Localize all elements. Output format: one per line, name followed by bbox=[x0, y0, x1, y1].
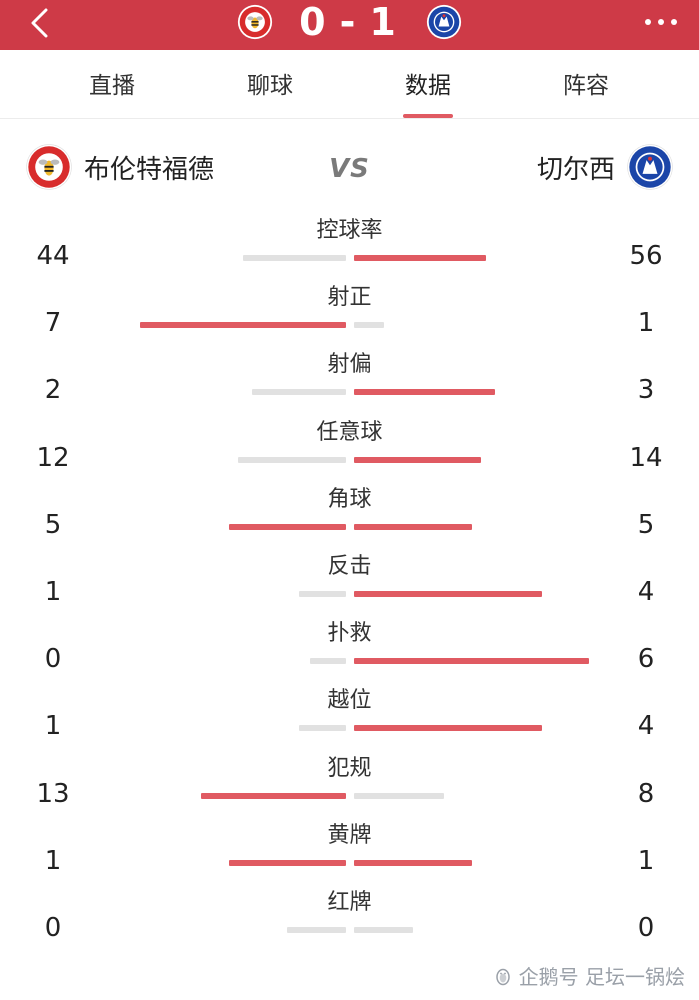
stat-label: 任意球 bbox=[316, 419, 383, 445]
away-stat-value: 8 bbox=[637, 778, 655, 809]
tab-stats[interactable]: 数据 bbox=[368, 52, 488, 118]
tab-label: 数据 bbox=[405, 73, 451, 99]
stat-label: 控球率 bbox=[316, 218, 383, 243]
stat-label: 射偏 bbox=[327, 352, 372, 378]
tab-chat[interactable]: 聊球 bbox=[210, 52, 330, 118]
penguin-icon bbox=[495, 968, 510, 985]
home-stat-bar bbox=[200, 792, 346, 799]
away-stat-value: 1 bbox=[637, 308, 655, 339]
tab-label: 阵容 bbox=[563, 73, 609, 99]
away-stat-value: 0 bbox=[637, 913, 655, 943]
vs-label: VS bbox=[329, 154, 370, 184]
home-stat-value: 0 bbox=[44, 913, 62, 943]
away-stat-bar bbox=[354, 658, 589, 665]
stat-label: 角球 bbox=[327, 486, 372, 512]
tab-live[interactable]: 直播 bbox=[52, 52, 172, 118]
chelsea-logo bbox=[426, 4, 461, 40]
stat-label: 扑救 bbox=[327, 621, 372, 647]
away-stat-bar bbox=[354, 255, 486, 261]
home-team-name: 布伦特福德 bbox=[84, 154, 215, 185]
watermark: 企鹅号 足坛一锅烩 bbox=[493, 961, 685, 990]
stat-row: 越位 1 4 bbox=[0, 688, 699, 754]
stat-label: 红牌 bbox=[327, 890, 372, 915]
away-stat-value: 4 bbox=[637, 711, 655, 742]
home-stat-value: 1 bbox=[44, 845, 62, 876]
away-stat-value: 56 bbox=[629, 241, 663, 271]
home-stat-value: 7 bbox=[44, 308, 62, 339]
away-stat-bar bbox=[354, 456, 481, 463]
away-stat-value: 6 bbox=[637, 644, 655, 675]
away-team-name: 切尔西 bbox=[536, 154, 615, 185]
stat-row: 角球 5 5 bbox=[0, 487, 699, 553]
away-team: 切尔西 bbox=[525, 144, 673, 190]
score-text: 0-1 bbox=[299, 0, 400, 44]
home-team: 布伦特福德 bbox=[26, 144, 226, 190]
tab-bar: 直播 聊球 数据 阵容 bbox=[0, 52, 699, 119]
home-stat-bar bbox=[140, 322, 346, 329]
stat-label: 反击 bbox=[327, 554, 372, 579]
home-stat-bar bbox=[237, 456, 346, 463]
home-stat-value: 0 bbox=[44, 644, 62, 675]
tab-label: 直播 bbox=[89, 73, 135, 99]
home-stat-bar bbox=[299, 591, 346, 597]
tab-lineup[interactable]: 阵容 bbox=[526, 52, 646, 118]
chelsea-logo bbox=[627, 144, 673, 190]
stat-row: 射正 7 1 bbox=[0, 285, 699, 351]
stat-label: 越位 bbox=[327, 688, 372, 714]
more-button[interactable] bbox=[641, 10, 681, 34]
stat-label: 黄牌 bbox=[327, 822, 372, 848]
away-stat-value: 1 bbox=[637, 845, 655, 876]
stat-row: 黄牌 1 1 bbox=[0, 823, 699, 889]
away-stat-bar bbox=[354, 523, 472, 530]
stat-label: 犯规 bbox=[327, 755, 372, 781]
stat-label: 射正 bbox=[327, 285, 372, 311]
top-bar: 0-1 bbox=[0, 0, 699, 50]
more-dots-icon bbox=[645, 19, 677, 25]
watermark-text: 企鹅号 足坛一锅烩 bbox=[518, 965, 685, 989]
stat-row: 犯规 13 8 bbox=[0, 756, 699, 822]
away-stat-value: 5 bbox=[637, 509, 655, 540]
away-stat-value: 4 bbox=[637, 577, 655, 607]
stat-row: 射偏 2 3 bbox=[0, 352, 699, 418]
home-stat-bar bbox=[228, 859, 346, 866]
away-stat-bar bbox=[354, 389, 495, 396]
stat-row: 红牌 0 0 bbox=[0, 890, 699, 956]
tab-label: 聊球 bbox=[247, 73, 293, 99]
home-stat-value: 44 bbox=[36, 241, 70, 271]
brentford-logo bbox=[26, 144, 72, 190]
chevron-left-icon bbox=[31, 8, 48, 38]
home-stat-bar bbox=[299, 725, 346, 732]
stat-row: 控球率 44 56 bbox=[0, 218, 699, 284]
away-stat-bar bbox=[354, 927, 413, 933]
home-stat-bar bbox=[252, 389, 346, 396]
away-stat-bar bbox=[354, 322, 384, 329]
stat-row: 反击 1 4 bbox=[0, 554, 699, 620]
brentford-logo bbox=[238, 4, 273, 40]
home-stat-value: 12 bbox=[36, 442, 70, 473]
away-score: 1 bbox=[369, 0, 400, 44]
home-stat-value: 1 bbox=[44, 577, 62, 607]
home-stat-bar bbox=[228, 523, 346, 530]
away-stat-bar bbox=[354, 859, 472, 866]
away-stat-bar bbox=[354, 792, 444, 799]
away-stat-bar bbox=[354, 725, 542, 732]
home-stat-bar bbox=[287, 927, 346, 933]
scoreline: 0-1 bbox=[0, 0, 699, 44]
team-header: 布伦特福德 VS 切尔西 bbox=[0, 128, 699, 208]
home-stat-value: 5 bbox=[44, 509, 62, 540]
stat-row: 任意球 12 14 bbox=[0, 420, 699, 486]
away-stat-value: 3 bbox=[637, 375, 655, 406]
home-score: 0 bbox=[299, 0, 330, 44]
home-stat-value: 2 bbox=[44, 375, 62, 406]
home-stat-value: 13 bbox=[36, 778, 70, 809]
home-stat-bar bbox=[310, 658, 346, 665]
tab-underline bbox=[403, 114, 453, 118]
stat-row: 扑救 0 6 bbox=[0, 621, 699, 687]
home-stat-bar bbox=[242, 255, 346, 261]
home-stat-value: 1 bbox=[44, 711, 62, 742]
away-stat-bar bbox=[354, 591, 542, 597]
score-separator: - bbox=[339, 0, 360, 44]
back-button[interactable] bbox=[24, 8, 54, 38]
away-stat-value: 14 bbox=[629, 442, 663, 473]
